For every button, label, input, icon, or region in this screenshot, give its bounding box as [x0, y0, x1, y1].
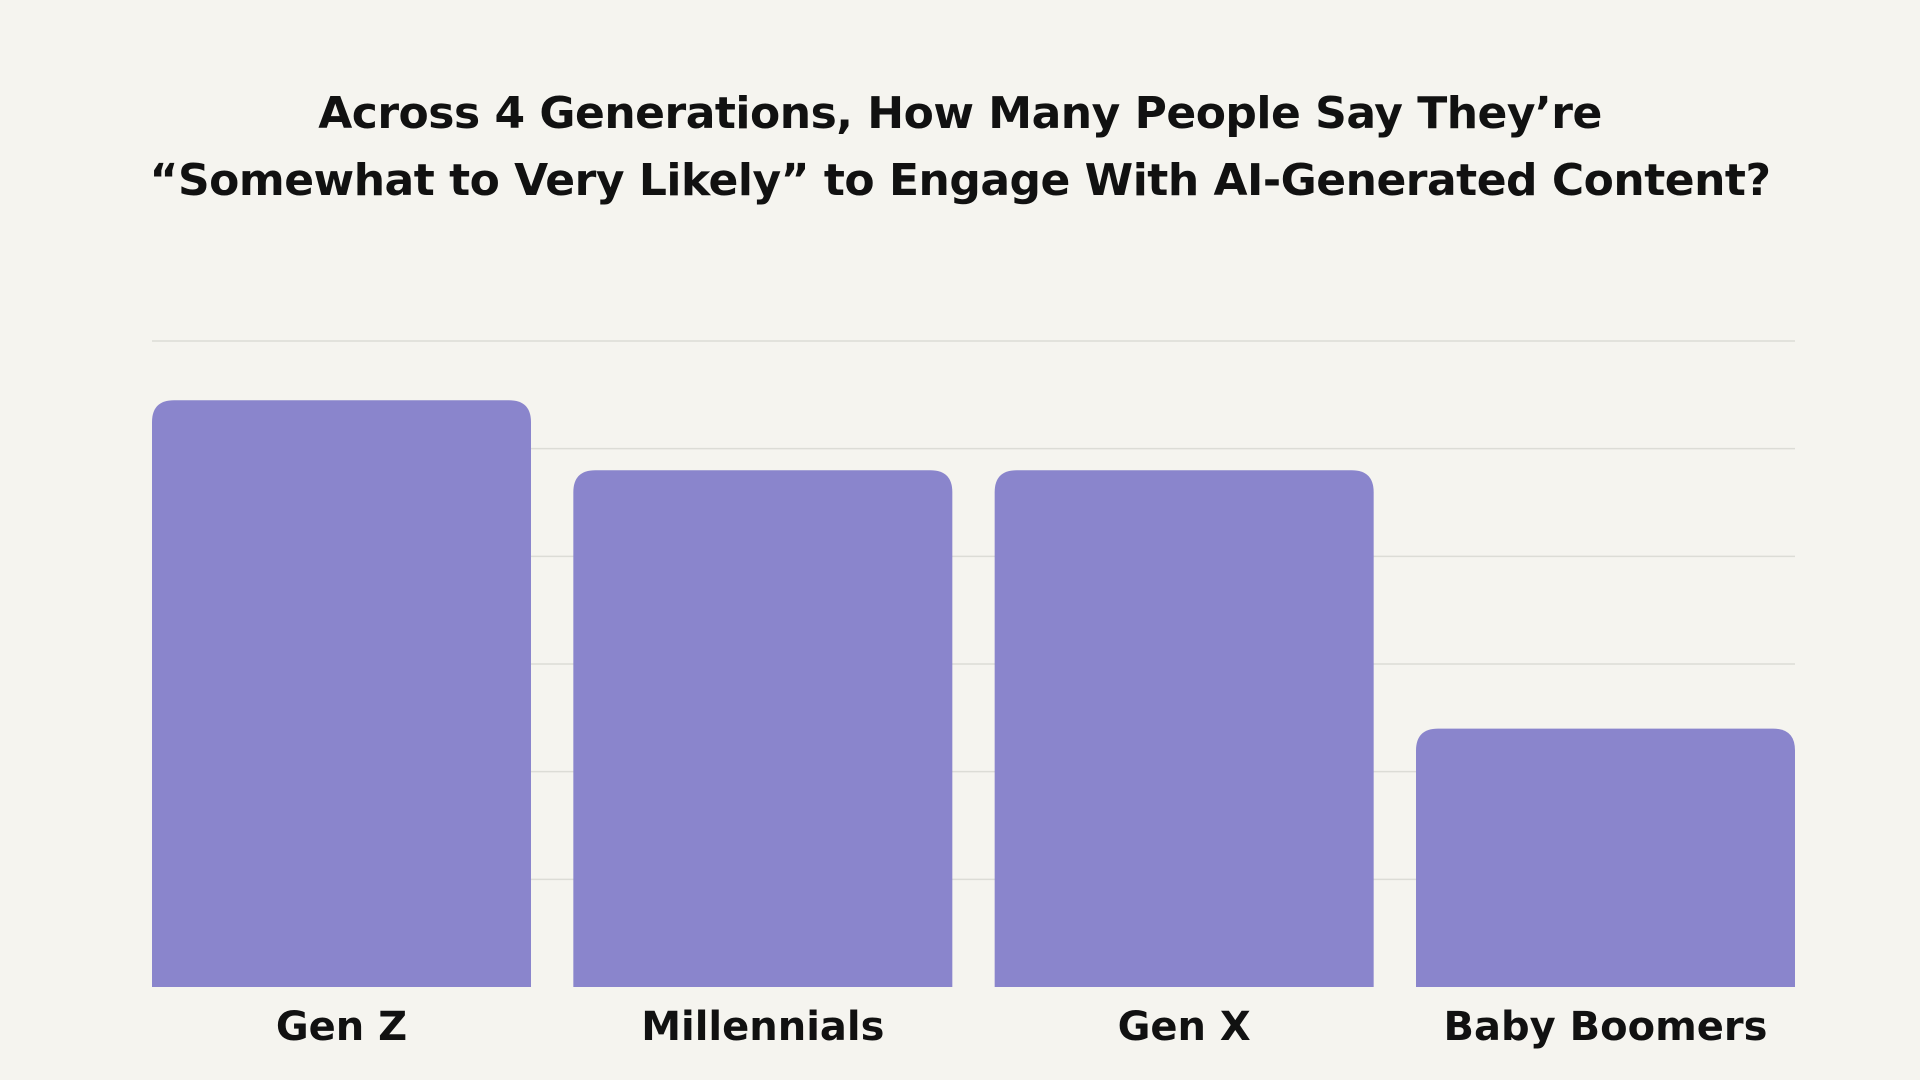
bars: [152, 400, 1795, 987]
chart-title-line-1: Across 4 Generations, How Many People Sa…: [318, 88, 1602, 139]
bar-millennials: [573, 470, 953, 987]
chart-title-line-2: “Somewhat to Very Likely” to Engage With…: [149, 155, 1771, 206]
category-label: Baby Boomers: [1444, 1004, 1768, 1050]
category-label: Gen Z: [276, 1004, 407, 1050]
chart-title: Across 4 Generations, How Many People Sa…: [0, 80, 1920, 214]
category-labels: Gen Z Millennials Gen X Baby Boomers: [276, 1004, 1768, 1050]
bar-baby-boomers: [1416, 728, 1795, 987]
bar-gen-z: [152, 400, 531, 987]
bar-gen-x: [994, 470, 1374, 987]
category-label: Millennials: [641, 1004, 884, 1050]
category-label: Gen X: [1118, 1004, 1251, 1050]
